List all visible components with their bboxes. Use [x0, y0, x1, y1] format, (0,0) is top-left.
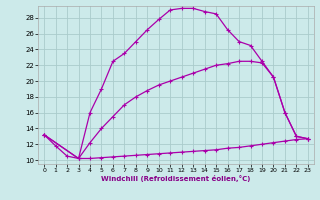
X-axis label: Windchill (Refroidissement éolien,°C): Windchill (Refroidissement éolien,°C): [101, 175, 251, 182]
